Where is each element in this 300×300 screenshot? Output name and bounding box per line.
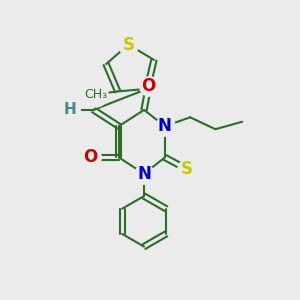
Text: H: H: [63, 102, 76, 117]
Text: O: O: [141, 77, 156, 95]
Text: S: S: [181, 160, 193, 178]
Text: S: S: [122, 36, 134, 54]
Text: N: N: [158, 117, 172, 135]
Text: CH₃: CH₃: [84, 88, 107, 101]
Text: O: O: [83, 148, 98, 166]
Text: N: N: [137, 165, 151, 183]
